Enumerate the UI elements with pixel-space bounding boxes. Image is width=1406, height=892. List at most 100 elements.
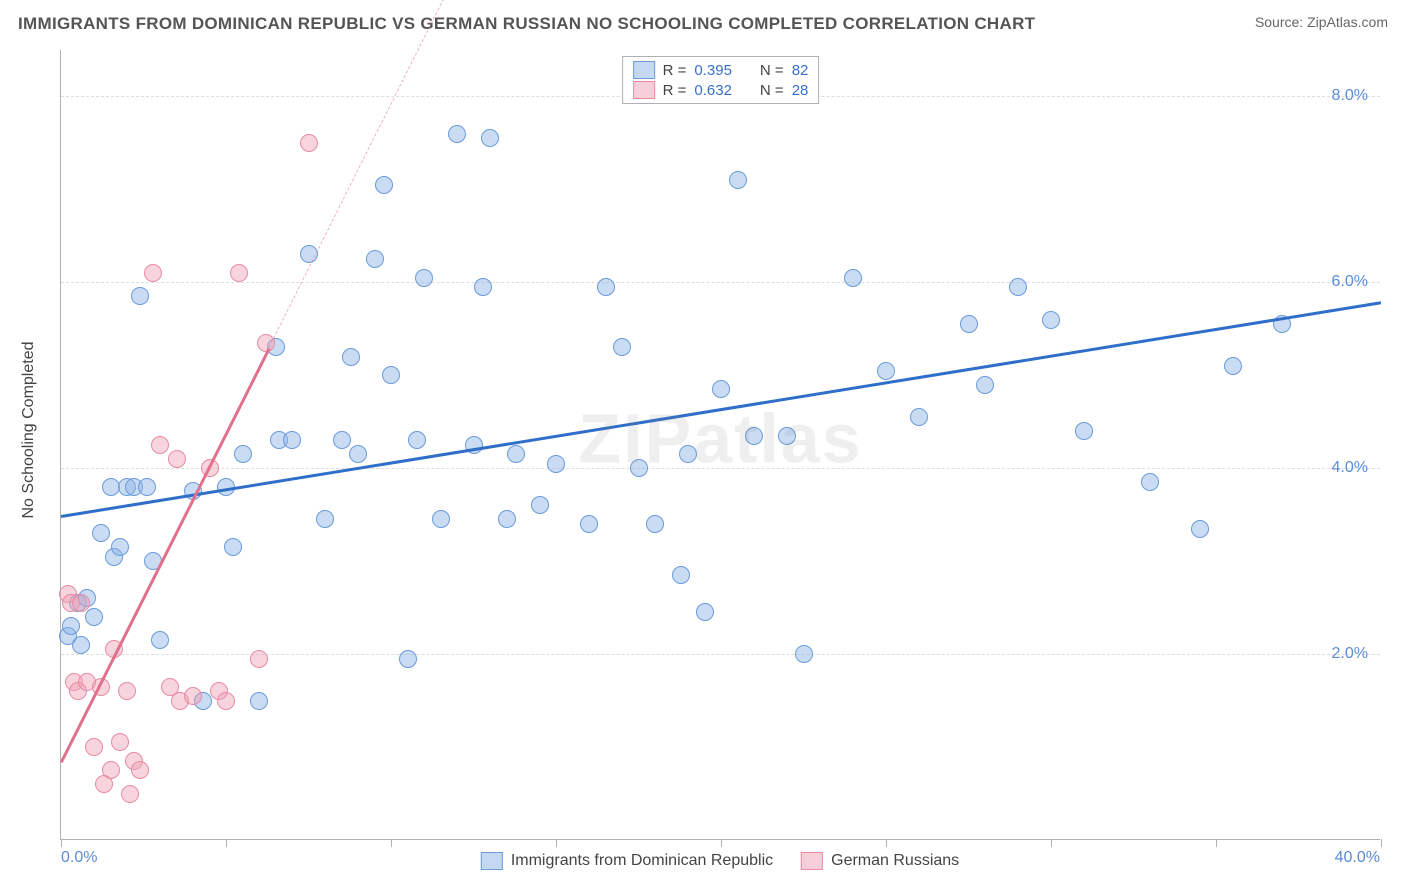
data-point bbox=[712, 380, 730, 398]
x-tick bbox=[1381, 839, 1382, 847]
x-tick bbox=[886, 839, 887, 847]
r-value: 0.632 bbox=[694, 82, 732, 99]
data-point bbox=[729, 171, 747, 189]
stats-legend: R =0.395N =82R =0.632N =28 bbox=[622, 56, 820, 104]
data-point bbox=[1224, 357, 1242, 375]
data-point bbox=[408, 431, 426, 449]
chart-container: ZIPatlas R =0.395N =82R =0.632N =28 2.0%… bbox=[60, 50, 1380, 840]
legend-label: Immigrants from Dominican Republic bbox=[511, 852, 773, 870]
x-min-label: 0.0% bbox=[61, 849, 97, 867]
data-point bbox=[230, 264, 248, 282]
data-point bbox=[745, 427, 763, 445]
data-point bbox=[1075, 422, 1093, 440]
x-tick bbox=[226, 839, 227, 847]
data-point bbox=[474, 278, 492, 296]
data-point bbox=[613, 338, 631, 356]
data-point bbox=[679, 445, 697, 463]
data-point bbox=[92, 524, 110, 542]
data-point bbox=[375, 176, 393, 194]
trend-line bbox=[60, 348, 270, 763]
data-point bbox=[1009, 278, 1027, 296]
data-point bbox=[366, 250, 384, 268]
x-tick bbox=[1051, 839, 1052, 847]
data-point bbox=[168, 450, 186, 468]
y-tick-label: 2.0% bbox=[1332, 645, 1368, 663]
data-point bbox=[234, 445, 252, 463]
data-point bbox=[333, 431, 351, 449]
data-point bbox=[85, 608, 103, 626]
stats-legend-row: R =0.395N =82 bbox=[633, 61, 809, 79]
data-point bbox=[131, 761, 149, 779]
source-label: Source: ZipAtlas.com bbox=[1255, 14, 1388, 30]
data-point bbox=[184, 687, 202, 705]
data-point bbox=[121, 785, 139, 803]
data-point bbox=[111, 733, 129, 751]
data-point bbox=[111, 538, 129, 556]
y-tick-label: 6.0% bbox=[1332, 273, 1368, 291]
data-point bbox=[382, 366, 400, 384]
data-point bbox=[102, 478, 120, 496]
data-point bbox=[547, 455, 565, 473]
data-point bbox=[597, 278, 615, 296]
trend-line-projection bbox=[268, 0, 450, 348]
y-axis-label: No Schooling Completed bbox=[20, 342, 38, 519]
x-tick bbox=[556, 839, 557, 847]
data-point bbox=[672, 566, 690, 584]
data-point bbox=[910, 408, 928, 426]
stats-legend-row: R =0.632N =28 bbox=[633, 81, 809, 99]
data-point bbox=[960, 315, 978, 333]
data-point bbox=[118, 682, 136, 700]
r-label: R = bbox=[663, 62, 687, 79]
data-point bbox=[976, 376, 994, 394]
plot-area: ZIPatlas R =0.395N =82R =0.632N =28 2.0%… bbox=[60, 50, 1380, 840]
data-point bbox=[507, 445, 525, 463]
data-point bbox=[283, 431, 301, 449]
data-point bbox=[144, 264, 162, 282]
gridline bbox=[61, 468, 1380, 469]
data-point bbox=[531, 496, 549, 514]
data-point bbox=[415, 269, 433, 287]
data-point bbox=[498, 510, 516, 528]
legend-swatch bbox=[801, 852, 823, 870]
y-tick-label: 8.0% bbox=[1332, 87, 1368, 105]
series-legend: Immigrants from Dominican Republic German… bbox=[477, 852, 963, 870]
data-point bbox=[778, 427, 796, 445]
r-value: 0.395 bbox=[694, 62, 732, 79]
n-label: N = bbox=[760, 82, 784, 99]
n-value: 82 bbox=[792, 62, 809, 79]
legend-swatch bbox=[481, 852, 503, 870]
data-point bbox=[795, 645, 813, 663]
data-point bbox=[696, 603, 714, 621]
data-point bbox=[1191, 520, 1209, 538]
data-point bbox=[102, 761, 120, 779]
data-point bbox=[630, 459, 648, 477]
data-point bbox=[1042, 311, 1060, 329]
x-tick bbox=[721, 839, 722, 847]
data-point bbox=[250, 692, 268, 710]
chart-title: IMMIGRANTS FROM DOMINICAN REPUBLIC VS GE… bbox=[18, 14, 1035, 34]
data-point bbox=[399, 650, 417, 668]
legend-label: German Russians bbox=[831, 852, 959, 870]
data-point bbox=[85, 738, 103, 756]
data-point bbox=[316, 510, 334, 528]
trend-line bbox=[61, 301, 1381, 517]
data-point bbox=[448, 125, 466, 143]
data-point bbox=[151, 631, 169, 649]
data-point bbox=[131, 287, 149, 305]
x-tick bbox=[1216, 839, 1217, 847]
data-point bbox=[1141, 473, 1159, 491]
data-point bbox=[432, 510, 450, 528]
x-tick bbox=[61, 839, 62, 847]
legend-item: Immigrants from Dominican Republic bbox=[481, 852, 773, 870]
data-point bbox=[342, 348, 360, 366]
gridline bbox=[61, 282, 1380, 283]
data-point bbox=[72, 636, 90, 654]
r-label: R = bbox=[663, 82, 687, 99]
x-tick bbox=[391, 839, 392, 847]
legend-swatch bbox=[633, 61, 655, 79]
data-point bbox=[62, 617, 80, 635]
data-point bbox=[844, 269, 862, 287]
data-point bbox=[138, 478, 156, 496]
data-point bbox=[72, 594, 90, 612]
legend-item: German Russians bbox=[801, 852, 959, 870]
